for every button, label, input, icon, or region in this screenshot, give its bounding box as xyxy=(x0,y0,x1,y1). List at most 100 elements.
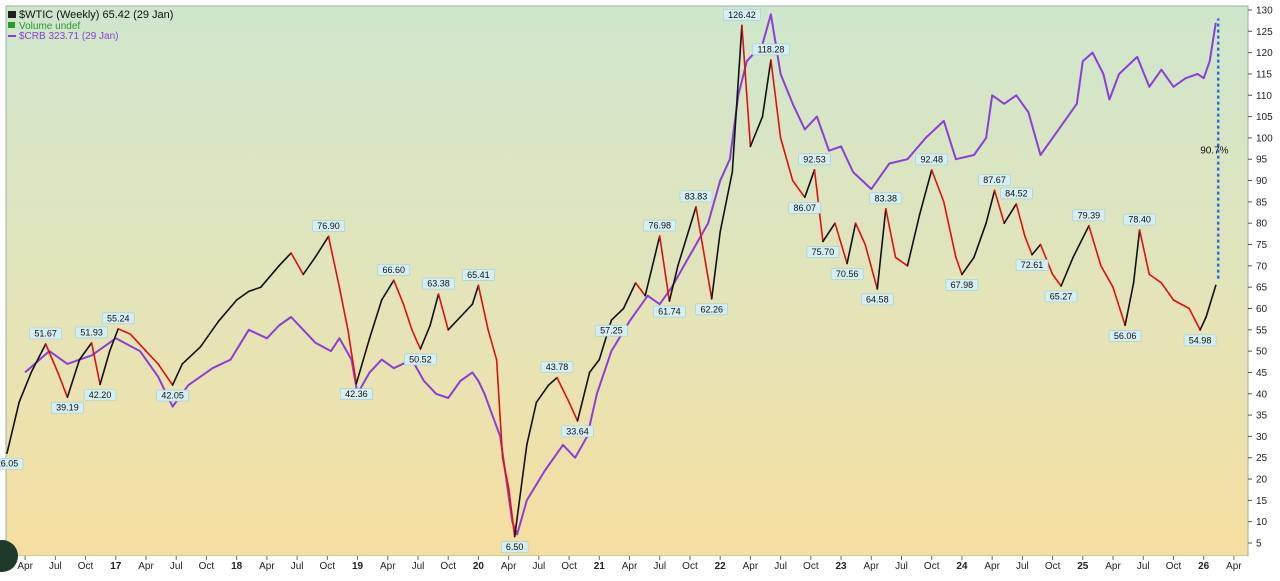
wtic-segment xyxy=(380,279,395,301)
x-tick-label: Oct xyxy=(924,561,940,572)
y-tick-label: 75 xyxy=(1256,240,1268,251)
wtic-segment xyxy=(749,115,764,148)
peak-label: 79.39 xyxy=(1078,210,1101,220)
peak-label: 55.24 xyxy=(107,313,130,323)
wtic-segment xyxy=(955,256,963,276)
wtic-segment xyxy=(1088,225,1102,267)
wtic-segment xyxy=(1205,284,1217,318)
wtic-segment xyxy=(803,169,816,199)
wtic-segment xyxy=(535,384,550,404)
x-tick-label: Oct xyxy=(440,561,456,572)
peak-label: 42.36 xyxy=(345,389,368,399)
wtic-segment xyxy=(1003,203,1018,224)
y-tick-label: 15 xyxy=(1256,496,1268,507)
peak-label-box xyxy=(312,220,345,232)
wtic-segment xyxy=(495,358,504,459)
peak-label-box xyxy=(462,269,495,281)
y-tick-label: 35 xyxy=(1256,411,1268,422)
peak-label-box xyxy=(75,326,108,339)
wtic-segment xyxy=(355,337,371,385)
wtic-segment xyxy=(1148,273,1163,284)
wtic-segment xyxy=(961,256,975,276)
y-tick-label: 55 xyxy=(1256,325,1268,336)
y-tick-label: 65 xyxy=(1256,283,1268,294)
crb-series xyxy=(24,13,1217,536)
peak-label-box xyxy=(1072,209,1106,222)
peak-label-box xyxy=(1108,329,1142,342)
peak-labels: 26.05 51.67 39.19 51.93 42.20 55.24 42.05 76.90… xyxy=(0,8,1217,553)
y-tick-label: 25 xyxy=(1256,453,1268,464)
peak-label-box xyxy=(377,264,411,276)
wtic-segment xyxy=(547,376,558,387)
peak-label: 50.52 xyxy=(409,354,432,364)
wtic-segment xyxy=(634,282,647,297)
wtic-segment xyxy=(658,235,671,302)
x-tick-label: 23 xyxy=(835,561,847,572)
wtic-segment xyxy=(761,59,772,118)
y-tick-label: 70 xyxy=(1256,261,1268,272)
peak-label-box xyxy=(1000,187,1033,200)
wtic-segment xyxy=(157,363,174,386)
x-tick-label: Oct xyxy=(682,561,698,572)
peak-label: 57.25 xyxy=(600,326,623,336)
peak-label: 87.67 xyxy=(983,175,1006,185)
peak-label: 51.67 xyxy=(34,328,57,338)
peak-label: 70.56 xyxy=(836,269,859,279)
wtic-segment xyxy=(199,320,220,348)
x-tick-label: Oct xyxy=(199,561,215,572)
wtic-segment xyxy=(471,284,480,306)
x-tick-label: 17 xyxy=(110,561,122,572)
wtic-segment xyxy=(278,252,292,267)
y-tick-label: 125 xyxy=(1256,27,1273,38)
peak-label-box xyxy=(29,327,62,340)
x-tick-label: Oct xyxy=(803,561,819,572)
peak-label-box xyxy=(752,43,790,56)
wtic-segment xyxy=(1188,307,1201,331)
plot-background xyxy=(5,5,1249,557)
wtic-segment xyxy=(507,486,516,538)
legend-main-icon xyxy=(8,11,16,18)
x-tick-label: 21 xyxy=(594,561,606,572)
y-tick-label: 115 xyxy=(1256,69,1272,80)
x-tick-label: Jul xyxy=(653,561,666,572)
wtic-segment xyxy=(1031,243,1042,256)
peak-label: 62.26 xyxy=(700,304,723,314)
peak-label-box xyxy=(156,389,189,402)
peak-label: 83.38 xyxy=(875,193,898,203)
peak-label: 84.52 xyxy=(1005,188,1028,198)
x-tick-label: Jul xyxy=(1016,561,1029,572)
y-tick-label: 10 xyxy=(1256,517,1268,528)
wtic-segment xyxy=(429,293,440,327)
wtic-segment xyxy=(18,371,33,404)
wtic-segment xyxy=(741,24,752,148)
wtic-segment xyxy=(1072,225,1090,259)
y-axis: 5 10 15 20 25 30 35 40 45 50 55 60 65 70 75 80 85 90 95 100… xyxy=(1248,6,1273,550)
y-tick-label: 105 xyxy=(1256,112,1273,123)
wtic-segment xyxy=(1160,282,1175,301)
crb-line xyxy=(24,13,1217,536)
wtic-segment xyxy=(719,171,734,233)
percent-change-marker: 90.7% xyxy=(1200,18,1229,279)
wtic-segment xyxy=(66,358,81,399)
x-tick-label: Jul xyxy=(412,561,425,572)
wtic-segment xyxy=(181,346,202,365)
wtic-segment xyxy=(392,279,405,306)
peak-label-box xyxy=(861,293,894,306)
wtic-segment xyxy=(668,264,679,302)
wtic-segment xyxy=(1051,273,1062,287)
wtic-segment xyxy=(117,327,132,335)
peak-label: 126.42 xyxy=(728,10,756,20)
peak-label: 76.98 xyxy=(648,221,671,231)
legend-volume: Volume undef xyxy=(19,21,80,32)
wtic-segment xyxy=(1199,316,1207,331)
peak-label-box xyxy=(643,219,677,232)
peak-label: 51.93 xyxy=(80,327,103,337)
peak-label: 43.78 xyxy=(546,362,569,372)
x-tick-label: Apr xyxy=(863,561,879,572)
x-tick-label: 24 xyxy=(956,561,968,572)
legend-volume-icon xyxy=(8,22,15,28)
wtic-segment xyxy=(411,328,422,350)
x-tick-label: Apr xyxy=(1105,561,1121,572)
corner-badge xyxy=(0,540,18,572)
x-axis-band xyxy=(0,556,1248,572)
